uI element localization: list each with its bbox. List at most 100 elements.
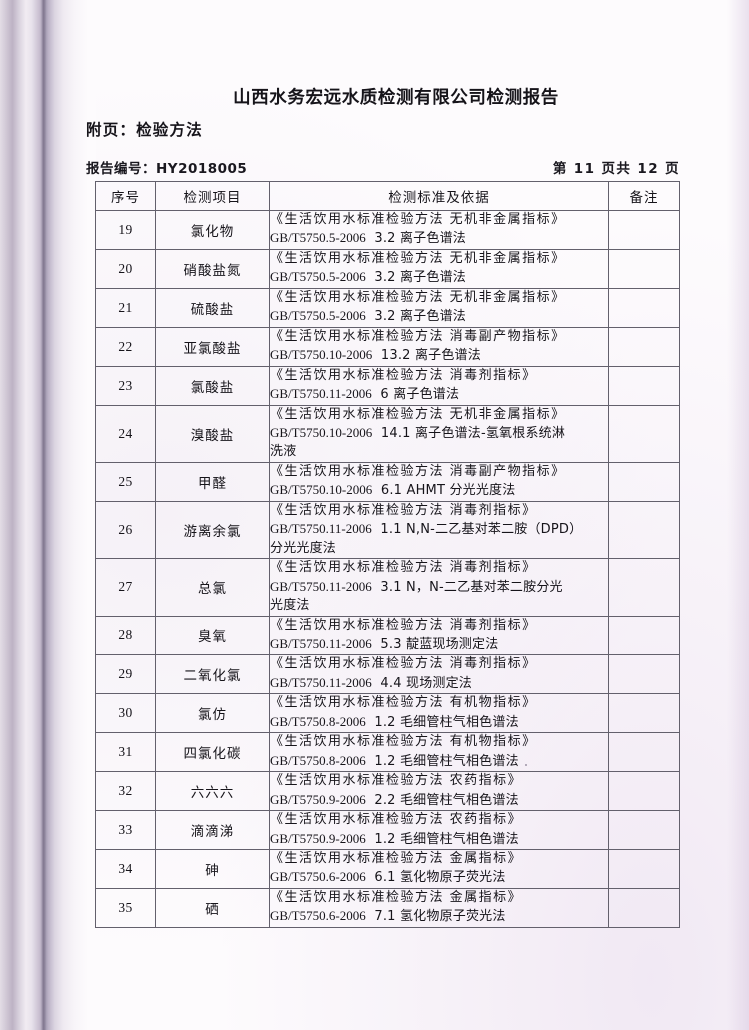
cell-inspection-item: 亚氯酸盐	[155, 326, 270, 367]
document-meta-row: 报告编号：HY2018005 第 11 页共 12 页	[86, 157, 680, 177]
table-body: 19 氯化物 《生活饮用水标准检验方法 无机非金属指标》 GB/T5750.5-200…	[95, 210, 680, 928]
standard-method-text: 14.1 离子色谱法-氢氧根系统淋	[380, 425, 566, 441]
cell-inspection-item: 硫酸盐	[155, 287, 270, 328]
standard-code: GB/T5750.10-2006	[270, 347, 373, 363]
cell-inspection-item: 溴酸盐	[155, 404, 270, 463]
table-header: 序号 检测项目 检测标准及依据 备注	[95, 181, 680, 211]
scan-artifact-dot	[525, 764, 527, 766]
standard-method-text: 6.1 AHMT 分光光度法	[380, 483, 516, 499]
cell-standard-basis: 《生活饮用水标准检验方法 消毒副产物指标》 GB/T5750.10-2006 6.…	[269, 461, 609, 502]
table-row: 26 游离余氯 《生活饮用水标准检验方法 消毒剂指标》 GB/T5750.11-200…	[95, 500, 680, 560]
table-row: 21 硫酸盐 《生活饮用水标准检验方法 无机非金属指标》 GB/T5750.5-200…	[95, 287, 680, 328]
standard-code-line: GB/T5750.11-2006 3.1 N，N-二乙基对苯二胺分光	[270, 578, 608, 597]
standard-code: GB/T5750.5-2006	[270, 230, 366, 246]
standard-title-line: 《生活饮用水标准检验方法 金属指标》	[270, 889, 523, 905]
standard-code: GB/T5750.8-2006	[270, 752, 366, 768]
table-row: 22 亚氯酸盐 《生活饮用水标准检验方法 消毒副产物指标》 GB/T5750.10-2…	[95, 326, 680, 367]
page-title: 山西水务宏远水质检测有限公司检测报告	[233, 88, 559, 108]
cell-inspection-item: 总氯	[155, 558, 270, 617]
cell-standard-basis: 《生活饮用水标准检验方法 金属指标》 GB/T5750.6-2006 6.1 氢化…	[269, 848, 609, 889]
standard-code-line: GB/T5750.5-2006 3.2 离子色谱法	[270, 268, 608, 287]
table-row: 23 氯酸盐 《生活饮用水标准检验方法 消毒剂指标》 GB/T5750.11-2006…	[95, 365, 680, 406]
cell-inspection-item: 甲醛	[155, 461, 270, 502]
cell-note	[608, 461, 680, 502]
cell-standard-basis: 《生活饮用水标准检验方法 无机非金属指标》 GB/T5750.10-2006 14…	[269, 404, 609, 463]
table-row: 31 四氯化碳 《生活饮用水标准检验方法 有机物指标》 GB/T5750.8-2006…	[95, 732, 680, 773]
table-row: 19 氯化物 《生活饮用水标准检验方法 无机非金属指标》 GB/T5750.5-200…	[95, 210, 680, 250]
cell-sequence-number: 19	[95, 210, 156, 250]
cell-standard-basis: 《生活饮用水标准检验方法 无机非金属指标》 GB/T5750.5-2006 3.2…	[269, 248, 609, 289]
standard-code-line: GB/T5750.8-2006 1.2 毛细管柱气相色谱法	[270, 752, 608, 771]
standard-method-text: 6 离子色谱法	[380, 387, 460, 403]
table-row: 20 硝酸盐氮 《生活饮用水标准检验方法 无机非金属指标》 GB/T5750.5-20…	[95, 248, 680, 289]
cell-sequence-number: 21	[95, 287, 156, 328]
cell-standard-basis: 《生活饮用水标准检验方法 消毒剂指标》 GB/T5750.11-2006 4.4 …	[269, 654, 609, 695]
cell-standard-basis: 《生活饮用水标准检验方法 消毒剂指标》 GB/T5750.11-2006 1.1 …	[269, 500, 609, 560]
table-row: 32 六六六 《生活饮用水标准检验方法 农药指标》 GB/T5750.9-2006 2…	[95, 771, 680, 812]
cell-note	[608, 365, 680, 406]
standard-code: GB/T5750.11-2006	[270, 674, 372, 690]
table-row: 25 甲醛 《生活饮用水标准检验方法 消毒副产物指标》 GB/T5750.10-200…	[95, 461, 680, 502]
cell-sequence-number: 33	[95, 810, 156, 850]
standard-method-text: 1.2 毛细管柱气相色谱法	[374, 714, 519, 730]
standard-code-line: GB/T5750.10-2006 13.2 离子色谱法	[270, 346, 608, 365]
standard-method-text: 1.2 毛细管柱气相色谱法	[374, 753, 519, 769]
inspection-methods-table: 序号 检测项目 检测标准及依据 备注 19 氯化物 《生活饮用水标准检验方法 无机非…	[95, 181, 680, 928]
standard-code: GB/T5750.8-2006	[270, 713, 366, 729]
cell-note	[608, 771, 680, 812]
cell-standard-basis: 《生活饮用水标准检验方法 消毒剂指标》 GB/T5750.11-2006 5.3 …	[269, 615, 609, 656]
cell-sequence-number: 34	[95, 848, 156, 889]
standard-code-line: GB/T5750.11-2006 1.1 N,N-二乙基对苯二胺（DPD）	[270, 520, 608, 539]
standard-method-text: 1.1 N,N-二乙基对苯二胺（DPD）	[380, 522, 583, 538]
cell-inspection-item: 硝酸盐氮	[155, 248, 270, 289]
standard-code: GB/T5750.5-2006	[270, 308, 366, 324]
cell-inspection-item: 游离余氯	[155, 500, 270, 560]
cell-inspection-item: 六六六	[155, 771, 270, 812]
cell-note	[608, 615, 680, 656]
table-row: 33 滴滴涕 《生活饮用水标准检验方法 农药指标》 GB/T5750.9-2006 1…	[95, 810, 680, 850]
standard-title-line: 《生活饮用水标准检验方法 农药指标》	[270, 812, 523, 828]
cell-note	[608, 287, 680, 328]
standard-title-line: 《生活饮用水标准检验方法 消毒剂指标》	[270, 617, 537, 633]
standard-method-continuation: 洗液	[270, 444, 297, 460]
cell-note	[608, 732, 680, 773]
cell-sequence-number: 35	[95, 887, 156, 928]
cell-sequence-number: 29	[95, 654, 156, 695]
standard-method-text: 5.3 靛蓝现场测定法	[380, 636, 499, 652]
table-row: 34 砷《生活饮用水标准检验方法 金属指标》 GB/T5750.6-2006 6.1…	[95, 848, 680, 889]
standard-title-line: 《生活饮用水标准检验方法 金属指标》	[270, 850, 523, 866]
cell-sequence-number: 25	[95, 461, 156, 502]
standard-method-text: 3.2 离子色谱法	[374, 231, 466, 247]
cell-note	[608, 848, 680, 889]
standard-title-line: 《生活饮用水标准检验方法 有机物指标》	[270, 734, 537, 750]
cell-sequence-number: 32	[95, 771, 156, 812]
table-row: 30 氯仿 《生活饮用水标准检验方法 有机物指标》 GB/T5750.8-2006 1…	[95, 693, 680, 734]
cell-standard-basis: 《生活饮用水标准检验方法 有机物指标》 GB/T5750.8-2006 1.2 毛…	[269, 732, 609, 773]
table-row: 27 总氯 《生活饮用水标准检验方法 消毒剂指标》 GB/T5750.11-2006 …	[95, 558, 680, 617]
standard-title-line: 《生活饮用水标准检验方法 消毒剂指标》	[270, 502, 537, 518]
cell-note	[608, 810, 680, 850]
standard-title-line: 《生活饮用水标准检验方法 消毒剂指标》	[270, 656, 537, 672]
cell-note	[608, 654, 680, 695]
standard-code-line: GB/T5750.5-2006 3.2 离子色谱法	[270, 307, 608, 326]
standard-method-continuation: 分光光度法	[270, 540, 337, 556]
cell-standard-basis: 《生活饮用水标准检验方法 消毒剂指标》 GB/T5750.11-2006 3.1 …	[269, 558, 609, 617]
standard-code-line: GB/T5750.6-2006 7.1 氢化物原子荧光法	[270, 907, 608, 926]
standard-title-line: 《生活饮用水标准检验方法 消毒剂指标》	[270, 367, 537, 383]
column-header-sequence: 序号	[95, 181, 156, 211]
page-indicator: 第 11 页共 12 页	[552, 161, 680, 177]
cell-inspection-item: 滴滴涕	[155, 810, 270, 850]
cell-sequence-number: 28	[95, 615, 156, 656]
standard-method-text: 6.1 氢化物原子荧光法	[374, 870, 506, 886]
standard-code: GB/T5750.9-2006	[270, 791, 366, 807]
standard-title-line: 《生活饮用水标准检验方法 有机物指标》	[270, 695, 537, 711]
table-row: 28 臭氧 《生活饮用水标准检验方法 消毒剂指标》 GB/T5750.11-2006 …	[95, 615, 680, 656]
standard-method-text: 13.2 离子色谱法	[380, 348, 481, 364]
standard-code: GB/T5750.9-2006	[270, 830, 366, 846]
cell-inspection-item: 氯化物	[155, 210, 270, 250]
standard-title-line: 《生活饮用水标准检验方法 无机非金属指标》	[270, 250, 566, 266]
standard-code: GB/T5750.11-2006	[270, 578, 372, 594]
cell-inspection-item: 四氯化碳	[155, 732, 270, 773]
cell-sequence-number: 31	[95, 732, 156, 773]
